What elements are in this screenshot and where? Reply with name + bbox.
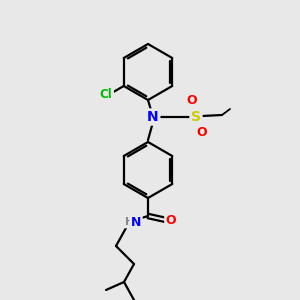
Text: Cl: Cl [100, 88, 112, 101]
Text: O: O [187, 94, 197, 107]
Text: N: N [131, 215, 141, 229]
Text: O: O [166, 214, 176, 226]
Text: H: H [125, 217, 135, 227]
Text: S: S [191, 110, 201, 124]
Text: O: O [197, 125, 207, 139]
Text: N: N [147, 110, 159, 124]
